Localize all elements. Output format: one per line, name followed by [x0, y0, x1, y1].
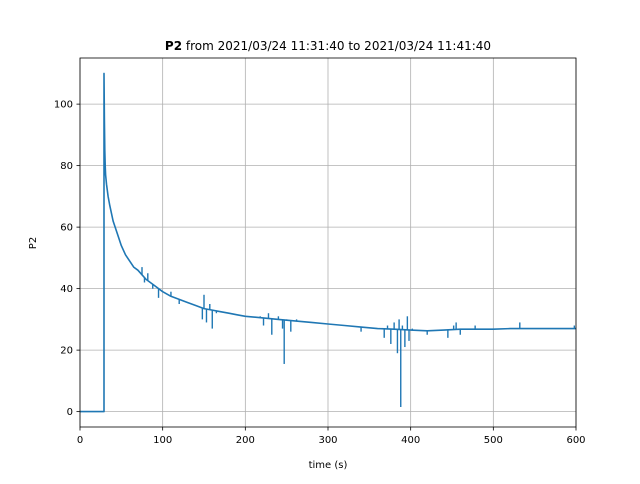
chart-title-rest: from 2021/03/24 11:31:40 to 2021/03/24 1… [182, 39, 491, 53]
x-tick-label: 400 [401, 435, 420, 446]
x-tick-label: 100 [153, 435, 172, 446]
y-tick-label: 0 [67, 407, 73, 418]
chart-title: P2 from 2021/03/24 11:31:40 to 2021/03/2… [165, 39, 491, 53]
x-tick-label: 500 [484, 435, 503, 446]
y-tick-label: 100 [54, 100, 73, 111]
y-tick-label: 80 [60, 161, 73, 172]
x-tick-label: 200 [236, 435, 255, 446]
y-tick-label: 40 [60, 284, 73, 295]
y-tick-label: 60 [60, 223, 73, 234]
grid [79, 58, 577, 427]
chart-title-bold: P2 [165, 39, 182, 53]
x-tick-label: 300 [318, 435, 337, 446]
y-axis-label: P2 [28, 237, 39, 249]
x-tick-label: 0 [77, 435, 83, 446]
y-axis: 0 20 40 60 80 100 [54, 100, 80, 418]
x-axis-label: time (s) [309, 460, 348, 471]
y-tick-label: 20 [60, 346, 73, 357]
plot-area [80, 72, 576, 413]
x-tick-label: 600 [566, 435, 585, 446]
x-axis: 0 100 200 300 400 500 600 [77, 427, 586, 446]
